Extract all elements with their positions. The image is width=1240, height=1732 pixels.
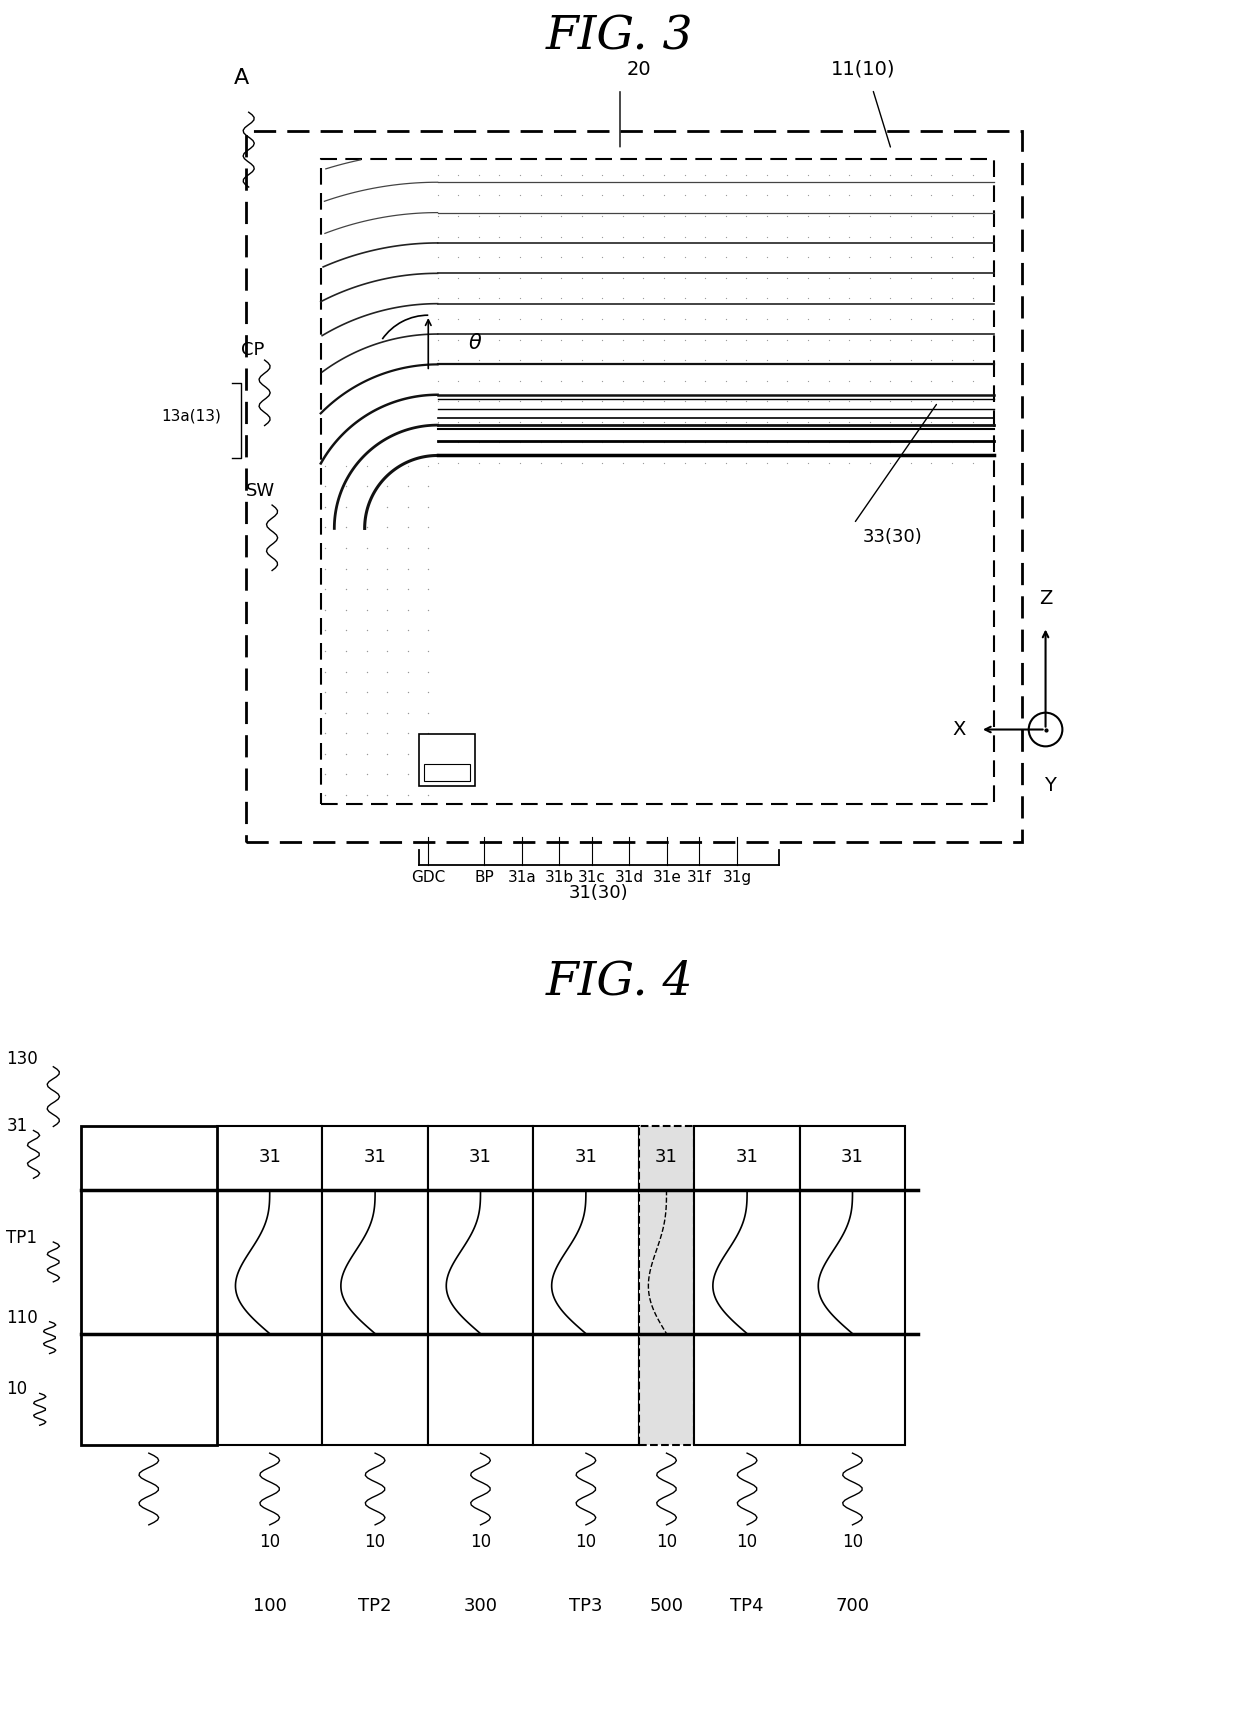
Text: 31: 31 <box>655 1148 678 1166</box>
Text: Y: Y <box>1044 776 1056 795</box>
Text: 31a: 31a <box>507 869 536 885</box>
Bar <box>639 1126 694 1444</box>
Text: TP1: TP1 <box>6 1230 37 1247</box>
Text: 130: 130 <box>6 1050 38 1067</box>
Text: 31c: 31c <box>578 869 606 885</box>
Text: SW: SW <box>246 481 275 501</box>
Bar <box>419 734 475 786</box>
Text: TP2: TP2 <box>358 1597 392 1614</box>
Bar <box>428 1126 533 1444</box>
Bar <box>533 1126 639 1444</box>
Text: TP3: TP3 <box>569 1597 603 1614</box>
Text: A: A <box>233 68 249 88</box>
Text: θ: θ <box>469 333 481 353</box>
Text: 11(10): 11(10) <box>831 61 895 80</box>
Bar <box>217 1126 322 1444</box>
Text: 10: 10 <box>575 1533 596 1550</box>
Text: 10: 10 <box>365 1533 386 1550</box>
Bar <box>321 159 994 804</box>
Text: 31f: 31f <box>687 869 712 885</box>
Text: 31g: 31g <box>723 869 751 885</box>
Text: 10: 10 <box>6 1380 27 1398</box>
Bar <box>424 764 470 781</box>
Text: GDC: GDC <box>412 869 445 885</box>
Text: 31: 31 <box>363 1148 387 1166</box>
Bar <box>322 1126 428 1444</box>
Text: 31b: 31b <box>544 869 574 885</box>
Text: 31: 31 <box>841 1148 864 1166</box>
Text: X: X <box>952 721 966 740</box>
Text: FIG. 3: FIG. 3 <box>546 14 694 59</box>
Text: 33(30): 33(30) <box>863 528 923 547</box>
Text: 31d: 31d <box>615 869 644 885</box>
Text: 31: 31 <box>735 1148 759 1166</box>
Text: 500: 500 <box>650 1597 683 1614</box>
Text: 110: 110 <box>6 1309 38 1327</box>
Text: 100: 100 <box>253 1597 286 1614</box>
Text: 10: 10 <box>737 1533 758 1550</box>
Text: BP: BP <box>475 869 495 885</box>
Text: 31: 31 <box>6 1117 27 1136</box>
Text: 20: 20 <box>626 61 651 80</box>
Text: 31: 31 <box>469 1148 492 1166</box>
Text: 31e: 31e <box>652 869 681 885</box>
Text: 10: 10 <box>656 1533 677 1550</box>
Bar <box>800 1126 905 1444</box>
Text: FIG. 4: FIG. 4 <box>546 960 694 1005</box>
Text: 10: 10 <box>259 1533 280 1550</box>
Text: 13a(13): 13a(13) <box>161 409 222 424</box>
Text: 10: 10 <box>842 1533 863 1550</box>
Text: 31(30): 31(30) <box>569 883 629 902</box>
Text: 700: 700 <box>836 1597 869 1614</box>
Text: TP4: TP4 <box>730 1597 764 1614</box>
Bar <box>694 1126 800 1444</box>
Text: 31: 31 <box>258 1148 281 1166</box>
Bar <box>246 132 1022 842</box>
Text: Z: Z <box>1039 589 1053 608</box>
Text: 31: 31 <box>574 1148 598 1166</box>
Text: 300: 300 <box>464 1597 497 1614</box>
Text: 10: 10 <box>470 1533 491 1550</box>
Text: CP: CP <box>242 341 264 360</box>
Bar <box>81 1126 217 1444</box>
